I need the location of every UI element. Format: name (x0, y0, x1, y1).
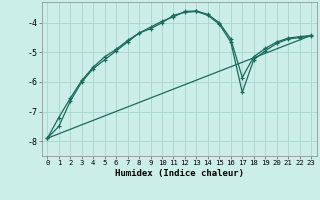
X-axis label: Humidex (Indice chaleur): Humidex (Indice chaleur) (115, 169, 244, 178)
